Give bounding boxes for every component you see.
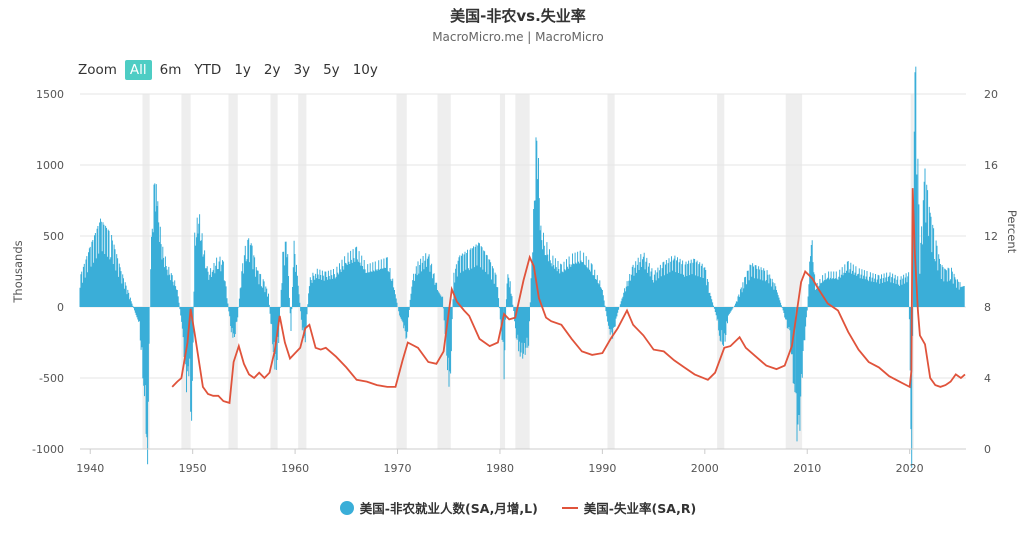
x-tick-label: 2000 — [691, 462, 719, 475]
x-tick-label: 2020 — [896, 462, 924, 475]
zoom-all-button[interactable]: All — [124, 60, 152, 80]
recession-band — [607, 94, 615, 449]
recession-band — [228, 94, 238, 449]
recession-band — [142, 94, 150, 449]
y-right-tick-label: 8 — [984, 301, 991, 314]
legend-marker-payrolls — [339, 500, 354, 515]
zoom-bar: Zoom All 6m YTD 1y 2y 3y 5y 10y — [78, 59, 386, 81]
unemployment-line-series — [171, 188, 966, 405]
y-right-tick-label: 20 — [984, 88, 998, 101]
zoom-3y-button[interactable]: 3y — [293, 62, 311, 78]
recession-band — [515, 94, 530, 449]
y-left-tick-label: 1000 — [36, 159, 64, 172]
recession-band — [396, 94, 407, 449]
y-left-tick-label: -1000 — [32, 443, 64, 456]
recession-bands — [142, 94, 914, 449]
y-right-tick-label: 4 — [984, 372, 991, 385]
zoom-5y-button[interactable]: 5y — [323, 62, 340, 78]
recession-band — [499, 94, 506, 449]
y-left-tick-label: -500 — [39, 372, 64, 385]
recession-band — [181, 94, 191, 449]
recession-band — [717, 94, 725, 449]
x-tick-label: 1980 — [486, 462, 514, 475]
y-right-tick-label: 16 — [984, 159, 998, 172]
zoom-1y-button[interactable]: 1y — [234, 62, 251, 78]
zoom-label: Zoom — [78, 62, 117, 78]
x-tick-label: 1960 — [281, 462, 309, 475]
zoom-6m-button[interactable]: 6m — [159, 62, 182, 78]
zoom-10y-button[interactable]: 10y — [352, 62, 378, 78]
legend: 美国-非农就业人数(SA,月增,L) 美国-失业率(SA,R) — [0, 498, 1036, 517]
zoom-2y-button[interactable]: 2y — [263, 62, 281, 78]
legend-label-payrolls: 美国-非农就业人数(SA,月增,L) — [359, 501, 538, 516]
y-right-axis-title: Percent — [1005, 210, 1019, 254]
payrolls-bars — [79, 66, 965, 468]
x-tick-label: 1990 — [588, 462, 616, 475]
recession-band — [437, 94, 451, 449]
legend-label-unemployment: 美国-失业率(SA,R) — [583, 501, 697, 516]
payrolls-bar-series — [79, 66, 965, 468]
axes: -1000 -500 0 500 1000 1500 0 4 8 12 16 20 1940 1950 19… — [11, 88, 1019, 475]
y-left-tick-label: 1500 — [36, 88, 64, 101]
chart-title: 美国-非农vs.失业率 — [450, 7, 586, 25]
chart-subtitle: MacroMicro.me | MacroMicro — [432, 30, 604, 44]
y-left-tick-label: 500 — [43, 230, 64, 243]
legend-item-payrolls[interactable]: 美国-非农就业人数(SA,月增,L) — [339, 498, 538, 517]
zoom-ytd-button[interactable]: YTD — [194, 62, 222, 78]
x-tick-label: 1950 — [179, 462, 207, 475]
y-right-tick-label: 12 — [984, 230, 998, 243]
unemployment-line — [171, 188, 966, 405]
recession-band — [298, 94, 307, 449]
y-left-tick-label: 0 — [57, 301, 64, 314]
x-tick-label: 1970 — [384, 462, 412, 475]
y-right-tick-label: 0 — [984, 443, 991, 456]
y-left-axis-title: Thousands — [11, 240, 25, 303]
x-tick-label: 2010 — [793, 462, 821, 475]
legend-item-unemployment[interactable]: 美国-失业率(SA,R) — [561, 498, 697, 517]
x-tick-label: 1940 — [76, 462, 104, 475]
recession-band — [270, 94, 278, 449]
legend-marker-unemployment — [561, 506, 578, 509]
